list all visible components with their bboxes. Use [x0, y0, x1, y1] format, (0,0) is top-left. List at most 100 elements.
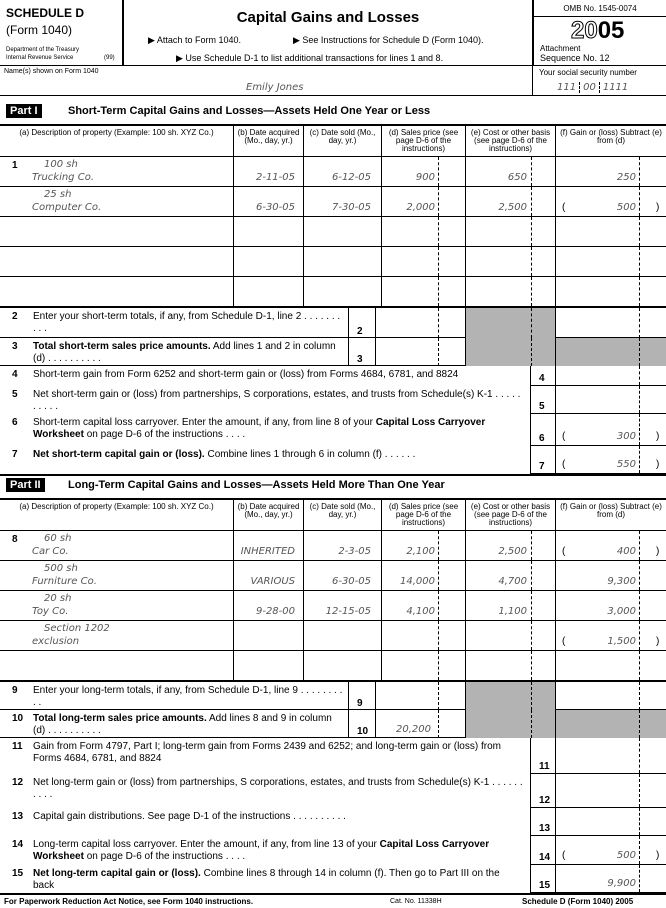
date-sold[interactable]: 7-30-05	[331, 202, 371, 213]
cost-basis[interactable]: 4,700	[498, 576, 527, 587]
transaction-row: 8 60 sh Car Co. INHERITED 2-3-05 2,100 2,5…	[0, 531, 666, 561]
description-line-1[interactable]: 25 sh	[44, 189, 72, 200]
open-paren: (	[562, 202, 566, 213]
description-line-2[interactable]: Furniture Co.	[32, 576, 97, 587]
name-row: Name(s) shown on Form 1040 Emily Jones Y…	[0, 66, 666, 96]
line-15-amount[interactable]: 9,900	[555, 865, 666, 893]
form-title: Capital Gains and Losses	[236, 9, 420, 26]
line-number: 9	[12, 685, 18, 696]
description-line-1[interactable]: Section 1202	[44, 623, 110, 634]
gain-loss[interactable]: 3,000	[607, 606, 636, 617]
dept-text: Department of the Treasury	[6, 47, 80, 53]
ssn-field[interactable]: 111 00 1111	[557, 82, 629, 93]
line-7-amount[interactable]: () 550	[555, 446, 666, 474]
attach-text: ▶ Attach to Form 1040.	[148, 35, 241, 45]
description-line-1[interactable]: 100 sh	[44, 159, 78, 170]
date-sold[interactable]: 12-15-05	[325, 606, 371, 617]
form-line-14: 14 Long-term capital loss carryover. Ent…	[0, 836, 666, 865]
box-label: 15	[539, 880, 551, 891]
box-label: 6	[539, 433, 545, 444]
gain-loss[interactable]: 400	[616, 546, 636, 557]
gain-loss[interactable]: 9,300	[607, 576, 636, 587]
part-2-tag: Part II	[6, 478, 45, 492]
line-number: 4	[12, 369, 18, 380]
form-line-5: 5 Net short-term gain or (loss) from par…	[0, 386, 666, 414]
footer-notice: For Paperwork Reduction Act Notice, see …	[4, 897, 254, 906]
date-sold[interactable]: 6-12-05	[331, 172, 371, 183]
sales-price[interactable]: 14,000	[400, 576, 435, 587]
line-number: 5	[12, 389, 18, 400]
cost-basis[interactable]: 2,500	[498, 546, 527, 557]
attachment-label: Attachment	[540, 44, 581, 53]
sales-price[interactable]: 2,000	[406, 202, 435, 213]
description-line-1[interactable]: 500 sh	[44, 563, 78, 574]
form-line-13: 13 Capital gain distributions. See page …	[0, 808, 666, 836]
part-2-title: Long-Term Capital Gains and Losses—Asset…	[68, 479, 445, 491]
box-2-amount[interactable]	[375, 308, 465, 338]
gain-loss[interactable]: 1,500	[607, 636, 636, 647]
column-headers: (a) Description of property (Example: 10…	[0, 498, 666, 531]
box-9-amount[interactable]	[375, 682, 465, 710]
close-paren: )	[656, 636, 660, 647]
footer-form-id: Schedule D (Form 1040) 2005	[522, 897, 634, 906]
line-number: 7	[12, 449, 18, 460]
close-paren: )	[656, 850, 660, 861]
date-acquired[interactable]: INHERITED	[240, 546, 295, 557]
cost-basis[interactable]: 2,500	[498, 202, 527, 213]
transaction-row	[0, 277, 666, 307]
box-label: 14	[539, 852, 551, 863]
date-acquired[interactable]: 2-11-05	[255, 172, 295, 183]
close-paren: )	[656, 202, 660, 213]
sales-price[interactable]: 900	[415, 172, 435, 183]
cost-basis[interactable]: 650	[507, 172, 527, 183]
line-text: Net long-term capital gain or (loss). Co…	[33, 868, 500, 891]
form-line-15: 15 Net long-term capital gain or (loss).…	[0, 865, 666, 893]
description-line-2[interactable]: Toy Co.	[32, 606, 69, 617]
schedule-name: SCHEDULE D	[6, 6, 85, 20]
description-line-2[interactable]: Trucking Co.	[32, 172, 94, 183]
description-line-2[interactable]: exclusion	[32, 636, 80, 647]
see-text: ▶ See Instructions for Schedule D (Form …	[293, 35, 484, 45]
ssn-part: 00	[579, 82, 596, 93]
line-text: Long-term capital loss carryover. Enter …	[33, 839, 490, 862]
ssn-part: 111	[557, 82, 577, 93]
sales-price[interactable]: 2,100	[406, 546, 435, 557]
close-paren: )	[656, 431, 660, 442]
sales-price[interactable]: 4,100	[406, 606, 435, 617]
box-3-amount[interactable]	[375, 338, 465, 366]
amount: 500	[616, 850, 636, 861]
line-6-amount[interactable]: () 300	[555, 414, 666, 446]
description-line-1[interactable]: 20 sh	[44, 593, 72, 604]
col-f-header: (f) Gain or (loss) Subtract (e) from (d)	[555, 500, 666, 530]
col-c-header: (c) Date sold (Mo., day, yr.)	[303, 126, 381, 156]
line-4-amount[interactable]	[555, 366, 666, 386]
line-13-amount[interactable]	[555, 808, 666, 836]
box-10-amount[interactable]: 20,200	[375, 710, 465, 738]
col-d-header: (d) Sales price (see page D-6 of the ins…	[381, 126, 465, 156]
line-14-amount[interactable]: () 500	[555, 836, 666, 865]
taxpayer-name[interactable]: Emily Jones	[246, 82, 304, 93]
transaction-row	[0, 247, 666, 277]
line-text: Net long-term gain or (loss) from partne…	[33, 777, 523, 800]
box-label: 13	[539, 823, 551, 834]
description-line-1[interactable]: 60 sh	[44, 533, 72, 544]
line-5-amount[interactable]	[555, 386, 666, 414]
line-number: 3	[12, 341, 18, 352]
date-sold[interactable]: 6-30-05	[331, 576, 371, 587]
box-label: 9	[357, 698, 363, 709]
date-sold[interactable]: 2-3-05	[338, 546, 371, 557]
form-line-6: 6 Short-term capital loss carryover. Ent…	[0, 414, 666, 446]
line-number: 15	[12, 868, 24, 879]
gain-loss[interactable]: 500	[616, 202, 636, 213]
form-line-7: 7 Net short-term capital gain or (loss).…	[0, 446, 666, 474]
description-line-2[interactable]: Computer Co.	[32, 202, 102, 213]
line-11-amount[interactable]	[555, 738, 666, 774]
gain-loss[interactable]: 250	[616, 172, 636, 183]
date-acquired[interactable]: VARIOUS	[250, 576, 295, 587]
line-number: 2	[12, 311, 18, 322]
cost-basis[interactable]: 1,100	[498, 606, 527, 617]
date-acquired[interactable]: 9-28-00	[255, 606, 295, 617]
line-12-amount[interactable]	[555, 774, 666, 808]
description-line-2[interactable]: Car Co.	[32, 546, 69, 557]
date-acquired[interactable]: 6-30-05	[255, 202, 295, 213]
